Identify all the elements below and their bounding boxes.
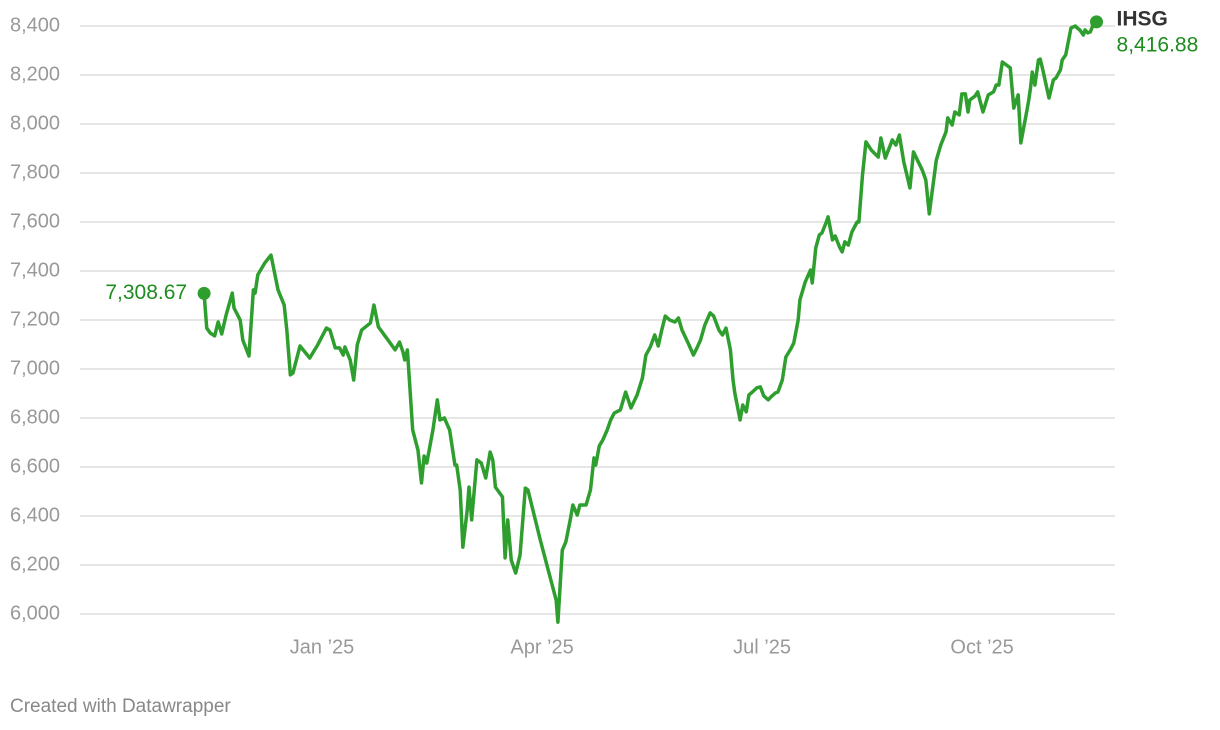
x-tick-label: Jan ’25 bbox=[290, 636, 355, 658]
footer: Created with Datawrapper bbox=[10, 696, 231, 717]
value-label: 7,308.67 bbox=[105, 281, 187, 304]
y-tick-label: 6,400 bbox=[10, 504, 60, 526]
value-label: 8,416.88 bbox=[1117, 33, 1199, 56]
y-tick-label: 8,200 bbox=[10, 63, 60, 85]
y-tick-label: 6,600 bbox=[10, 455, 60, 477]
y-tick-label: 7,000 bbox=[10, 357, 60, 379]
series-name: IHSG bbox=[1117, 7, 1168, 30]
end-dot bbox=[197, 286, 211, 300]
x-tick-label: Jul ’25 bbox=[733, 636, 791, 658]
y-tick-label: 6,200 bbox=[10, 553, 60, 575]
x-tick-label: Apr ’25 bbox=[510, 636, 573, 658]
y-tick-label: 6,000 bbox=[10, 602, 60, 624]
line bbox=[202, 20, 1099, 624]
y-tick-label: 8,000 bbox=[10, 112, 60, 134]
y-tick-label: 7,600 bbox=[10, 210, 60, 232]
y-tick-label: 7,800 bbox=[10, 161, 60, 183]
x-tick-label: Oct ’25 bbox=[950, 636, 1013, 658]
y-tick-label: 8,400 bbox=[10, 14, 60, 36]
y-tick-label: 7,200 bbox=[10, 308, 60, 330]
y-tick-label: 7,400 bbox=[10, 259, 60, 281]
y-tick-label: 6,800 bbox=[10, 406, 60, 428]
end-dot bbox=[1090, 15, 1104, 29]
